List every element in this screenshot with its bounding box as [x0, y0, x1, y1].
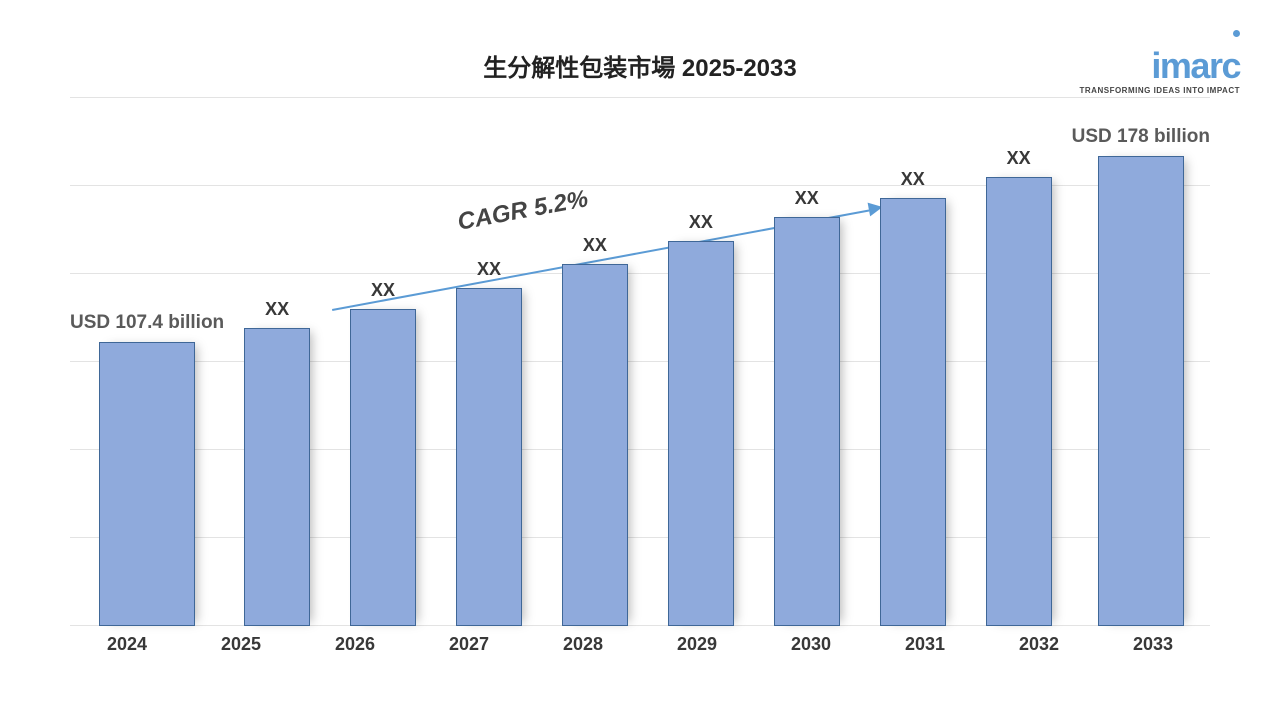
logo-main-text: imarc [1151, 45, 1240, 86]
bar [880, 198, 946, 626]
bar-top-label: XX [901, 169, 925, 190]
bar-top-label: USD 178 billion [1072, 126, 1210, 148]
bar-slot: XX [648, 98, 754, 626]
bar [350, 309, 416, 626]
x-axis-label: 2029 [640, 626, 754, 660]
bar-slot: XX [224, 98, 330, 626]
x-axis-label: 2032 [982, 626, 1096, 660]
bar [562, 264, 628, 626]
x-axis-label: 2026 [298, 626, 412, 660]
bar-top-label: USD 107.4 billion [70, 312, 224, 334]
x-axis-label: 2027 [412, 626, 526, 660]
bar [244, 328, 310, 626]
bar-top-label: XX [583, 235, 607, 256]
bar [668, 241, 734, 626]
bar-slot: XX [542, 98, 648, 626]
bar-slot: USD 178 billion [1072, 98, 1210, 626]
x-axis-label: 2030 [754, 626, 868, 660]
bars-container: USD 107.4 billion XX XX XX XX XX XX XX XX USD 178… [70, 98, 1210, 626]
brand-logo: imarc TRANSFORMING IDEAS INTO IMPACT [1080, 30, 1240, 95]
bar [774, 217, 840, 626]
logo-dot-icon [1233, 30, 1240, 37]
logo-wordmark: imarc [1080, 30, 1240, 84]
x-axis-label: 2028 [526, 626, 640, 660]
page: 生分解性包装市場 2025-2033 imarc TRANSFORMING ID… [0, 0, 1280, 720]
bar-slot: XX [754, 98, 860, 626]
bar-top-label: XX [1007, 148, 1031, 169]
bar-top-label: XX [477, 259, 501, 280]
plot-area: CAGR 5.2% USD 107.4 billionXXXXXXXXXXXXX… [70, 98, 1210, 626]
x-axis-label: 2033 [1096, 626, 1210, 660]
bar-slot: XX [966, 98, 1072, 626]
x-axis-label: 2024 [70, 626, 184, 660]
bar-slot: USD 107.4 billion [70, 98, 224, 626]
x-axis: 2024202520262027202820292030203120322033 [70, 626, 1210, 660]
bar-top-label: XX [689, 212, 713, 233]
bar-chart: CAGR 5.2% USD 107.4 billionXXXXXXXXXXXXX… [70, 98, 1210, 660]
bar [99, 342, 195, 626]
bar-slot: XX [330, 98, 436, 626]
logo-tagline: TRANSFORMING IDEAS INTO IMPACT [1080, 86, 1240, 95]
x-axis-label: 2031 [868, 626, 982, 660]
bar-top-label: XX [795, 188, 819, 209]
bar [1098, 156, 1184, 626]
x-axis-label: 2025 [184, 626, 298, 660]
bar-slot: XX [436, 98, 542, 626]
bar-top-label: XX [371, 280, 395, 301]
bar [986, 177, 1052, 626]
bar-slot: XX [860, 98, 966, 626]
bar [456, 288, 522, 626]
bar-top-label: XX [265, 299, 289, 320]
